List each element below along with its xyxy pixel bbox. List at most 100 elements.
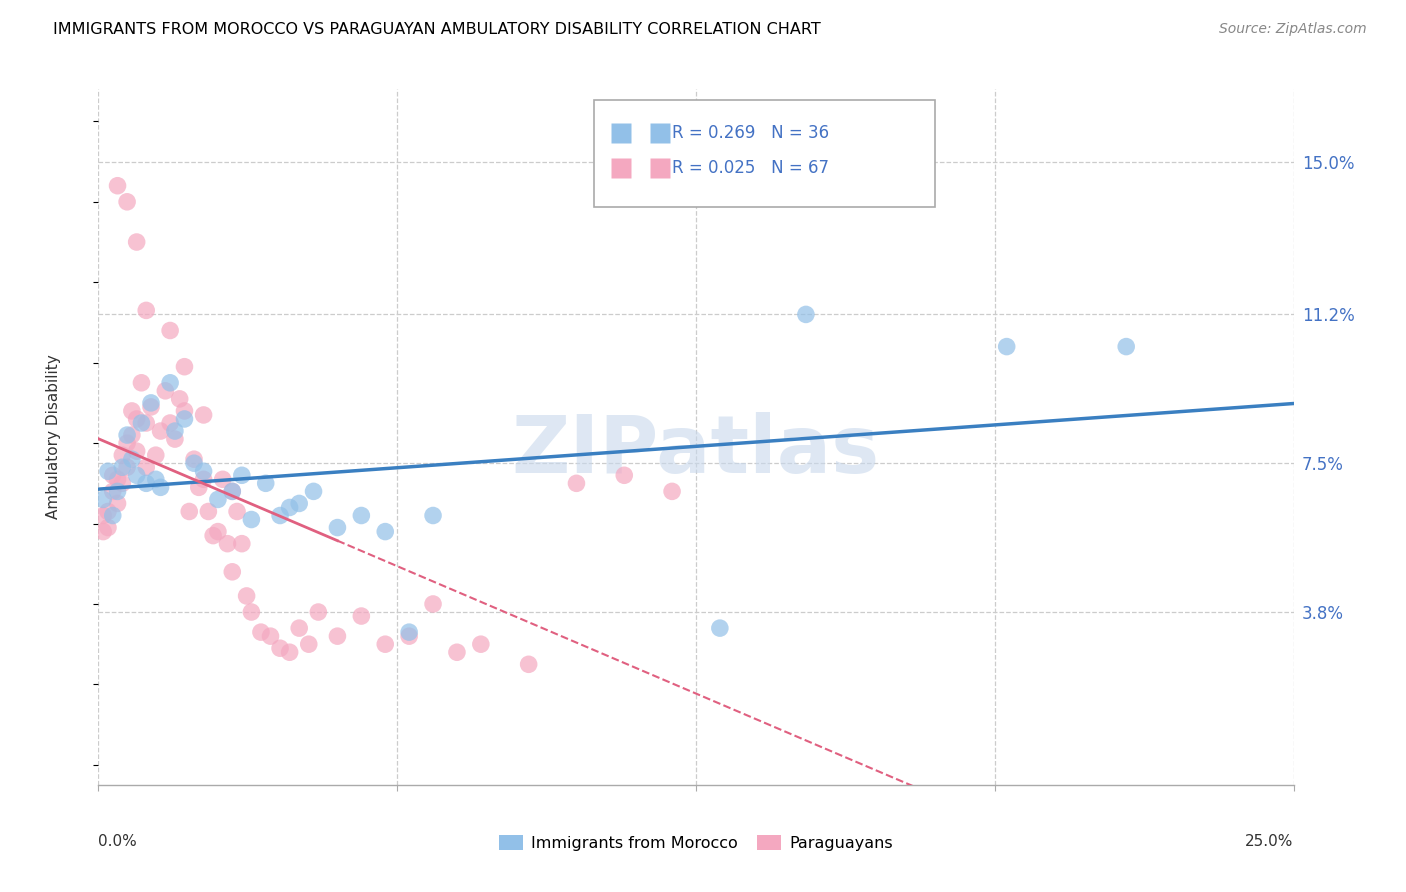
Point bbox=[250, 625, 273, 640]
Text: ZIPatlas: ZIPatlas bbox=[512, 412, 880, 490]
Text: IMMIGRANTS FROM MOROCCO VS PARAGUAYAN AMBULATORY DISABILITY CORRELATION CHART: IMMIGRANTS FROM MOROCCO VS PARAGUAYAN AM… bbox=[53, 22, 821, 37]
Point bbox=[374, 524, 396, 539]
Point bbox=[125, 412, 148, 426]
Point bbox=[135, 460, 157, 475]
Point bbox=[193, 408, 215, 422]
Point bbox=[794, 307, 817, 321]
Point bbox=[101, 468, 124, 483]
Point bbox=[97, 504, 120, 518]
Point bbox=[179, 504, 201, 518]
Point bbox=[398, 629, 420, 643]
Point bbox=[169, 392, 191, 406]
FancyBboxPatch shape bbox=[595, 100, 935, 208]
Point bbox=[139, 400, 162, 414]
Point bbox=[135, 303, 157, 318]
Point bbox=[125, 235, 148, 249]
Point bbox=[145, 472, 167, 486]
Point bbox=[121, 428, 143, 442]
Point bbox=[193, 472, 215, 486]
Point bbox=[131, 416, 153, 430]
Point bbox=[159, 416, 181, 430]
Point bbox=[398, 625, 420, 640]
Point bbox=[121, 404, 143, 418]
Point bbox=[197, 504, 219, 518]
Point bbox=[149, 480, 172, 494]
Point bbox=[269, 641, 291, 656]
Point bbox=[173, 404, 195, 418]
Point bbox=[163, 432, 186, 446]
Text: Source: ZipAtlas.com: Source: ZipAtlas.com bbox=[1219, 22, 1367, 37]
Point bbox=[107, 178, 129, 193]
Point bbox=[91, 508, 114, 523]
Point bbox=[111, 476, 134, 491]
Point bbox=[97, 520, 120, 534]
Point bbox=[135, 416, 157, 430]
Point bbox=[661, 484, 683, 499]
Point bbox=[259, 629, 281, 643]
Point bbox=[240, 605, 263, 619]
Point bbox=[121, 452, 143, 467]
Point bbox=[155, 384, 177, 398]
Text: Ambulatory Disability: Ambulatory Disability bbox=[45, 355, 60, 519]
Point bbox=[374, 637, 396, 651]
Point bbox=[288, 621, 311, 635]
Point bbox=[115, 194, 138, 209]
Point bbox=[221, 484, 243, 499]
Point bbox=[221, 565, 243, 579]
Point bbox=[613, 468, 636, 483]
Point bbox=[302, 484, 325, 499]
Text: 25.0%: 25.0% bbox=[1246, 834, 1294, 848]
Point bbox=[278, 645, 301, 659]
Point bbox=[173, 412, 195, 426]
Point bbox=[135, 476, 157, 491]
Point bbox=[207, 492, 229, 507]
Point bbox=[107, 472, 129, 486]
Point bbox=[145, 448, 167, 462]
Point bbox=[288, 496, 311, 510]
Point bbox=[422, 597, 444, 611]
Point bbox=[326, 629, 349, 643]
Point bbox=[350, 609, 373, 624]
Point bbox=[101, 508, 124, 523]
Point bbox=[202, 528, 225, 542]
Point bbox=[125, 444, 148, 458]
Point bbox=[187, 480, 209, 494]
Point bbox=[115, 428, 138, 442]
Point bbox=[193, 464, 215, 478]
Point bbox=[1115, 340, 1137, 354]
Point bbox=[107, 496, 129, 510]
Point bbox=[226, 504, 249, 518]
Point bbox=[163, 424, 186, 438]
Point bbox=[159, 376, 181, 390]
Point bbox=[125, 468, 148, 483]
Point bbox=[173, 359, 195, 374]
Point bbox=[97, 464, 120, 478]
Point bbox=[211, 472, 233, 486]
Point bbox=[231, 536, 253, 550]
Point bbox=[221, 484, 243, 499]
Point bbox=[709, 621, 731, 635]
Point bbox=[307, 605, 329, 619]
Point bbox=[183, 456, 205, 470]
Point bbox=[139, 396, 162, 410]
Point bbox=[107, 484, 129, 499]
Point bbox=[298, 637, 321, 651]
Point bbox=[240, 512, 263, 526]
Text: 0.0%: 0.0% bbox=[98, 834, 138, 848]
Point bbox=[235, 589, 257, 603]
Point bbox=[91, 492, 114, 507]
Point bbox=[269, 508, 291, 523]
Legend: Immigrants from Morocco, Paraguayans: Immigrants from Morocco, Paraguayans bbox=[494, 828, 898, 857]
Point bbox=[470, 637, 492, 651]
Point bbox=[517, 657, 540, 672]
Point bbox=[131, 376, 153, 390]
Point bbox=[446, 645, 468, 659]
Point bbox=[115, 436, 138, 450]
Text: R = 0.025   N = 67: R = 0.025 N = 67 bbox=[672, 159, 830, 177]
Point bbox=[101, 484, 124, 499]
Point bbox=[91, 524, 114, 539]
Point bbox=[422, 508, 444, 523]
Point bbox=[350, 508, 373, 523]
Point bbox=[254, 476, 277, 491]
Point bbox=[995, 340, 1018, 354]
